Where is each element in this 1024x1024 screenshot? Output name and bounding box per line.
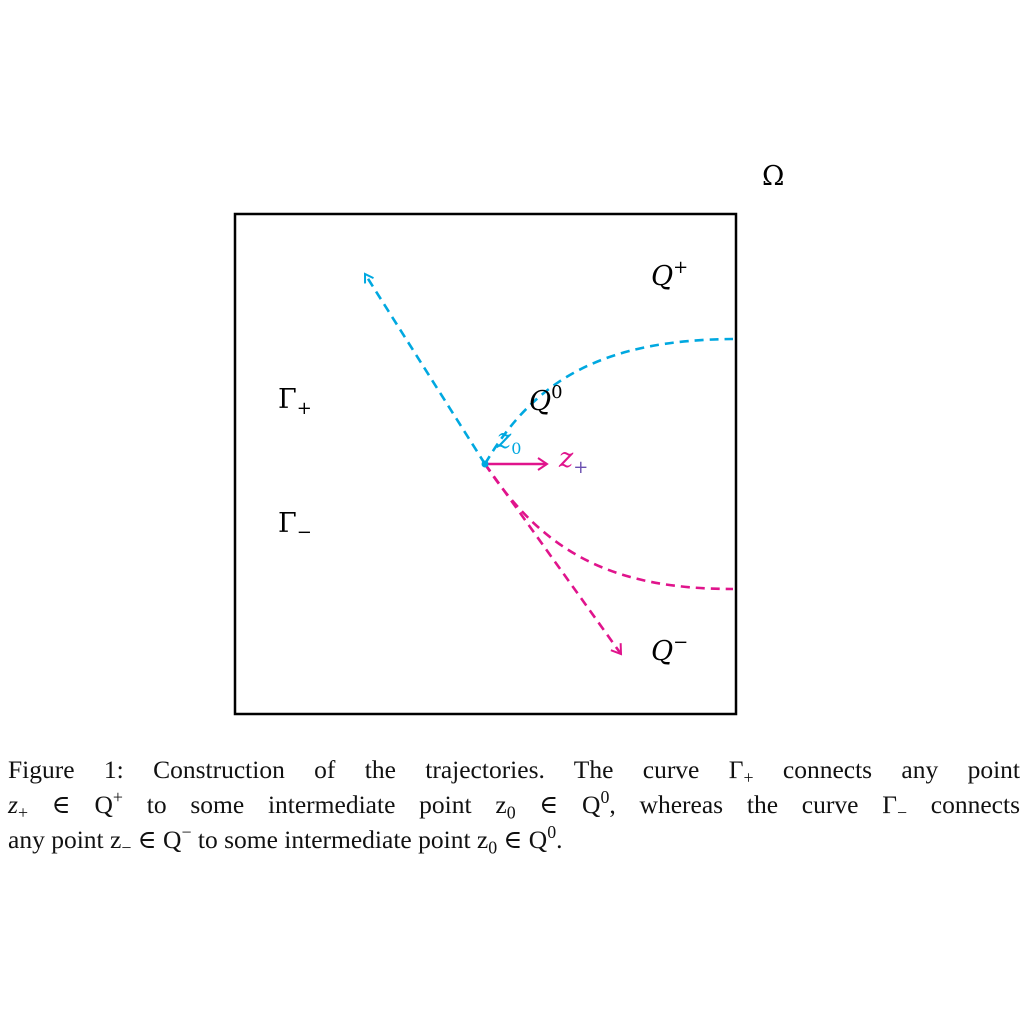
z-plus-label: z+ (558, 443, 588, 478)
trajectory-figure: Ω Q+ Q0 Q− Γ+ Γ− z0 z+ (233, 161, 784, 716)
gamma-plus-arc-curve (483, 337, 734, 465)
omega-label: Ω (762, 161, 784, 192)
caption-line-1: Figure 1: Construction of the trajectori… (8, 755, 1021, 788)
gamma-plus-straight-curve (363, 272, 487, 465)
caption-line-3: any point z− ∈ Q− to some intermediate p… (8, 822, 563, 858)
domain-frame (233, 212, 738, 716)
caption-line-2: z+ ∈ Q+ to some intermediate point z0 ∈ … (8, 787, 1021, 823)
gamma-minus-arc-curve (483, 463, 734, 591)
z0-label: z0 (496, 424, 521, 458)
gamma-minus-label: Γ− (278, 508, 312, 543)
z0-point (481, 460, 489, 468)
q-minus-label: Q− (651, 632, 688, 667)
gamma-plus-label: Γ+ (278, 384, 312, 419)
q-zero-label: Q0 (529, 382, 563, 417)
figure-caption: Figure 1: Construction of the trajectori… (8, 752, 1020, 857)
q-plus-label: Q+ (651, 257, 688, 292)
